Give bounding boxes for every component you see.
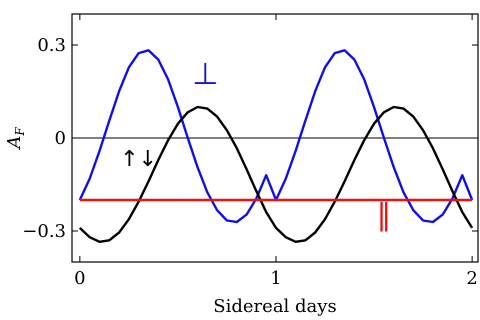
- y-axis-label: AF: [4, 127, 27, 151]
- annotation-perp: ⊥: [192, 57, 218, 92]
- annotation-updown: ↑↓: [120, 147, 157, 172]
- series-annotations: ⊥ ↑↓ ∥: [120, 57, 391, 233]
- y-axis-label-sub: F: [13, 127, 27, 137]
- plot-area: [72, 49, 478, 243]
- x-tick-label: 1: [270, 268, 281, 289]
- y-tick-label: 0.3: [37, 35, 66, 56]
- x-tick-label: 0: [74, 268, 85, 289]
- y-tick-label: −0.3: [22, 221, 66, 242]
- annotation-parallel: ∥: [376, 198, 391, 233]
- x-tick-label: 2: [466, 268, 477, 289]
- series-line-perp: [78, 49, 474, 224]
- axis-ticks: 0 1 2 −0.3 0 0.3: [22, 14, 478, 289]
- x-axis-label: Sidereal days: [213, 296, 336, 317]
- y-tick-label: 0: [55, 128, 66, 149]
- series-line-updown: [78, 105, 474, 243]
- y-axis-label-main: A: [4, 136, 25, 151]
